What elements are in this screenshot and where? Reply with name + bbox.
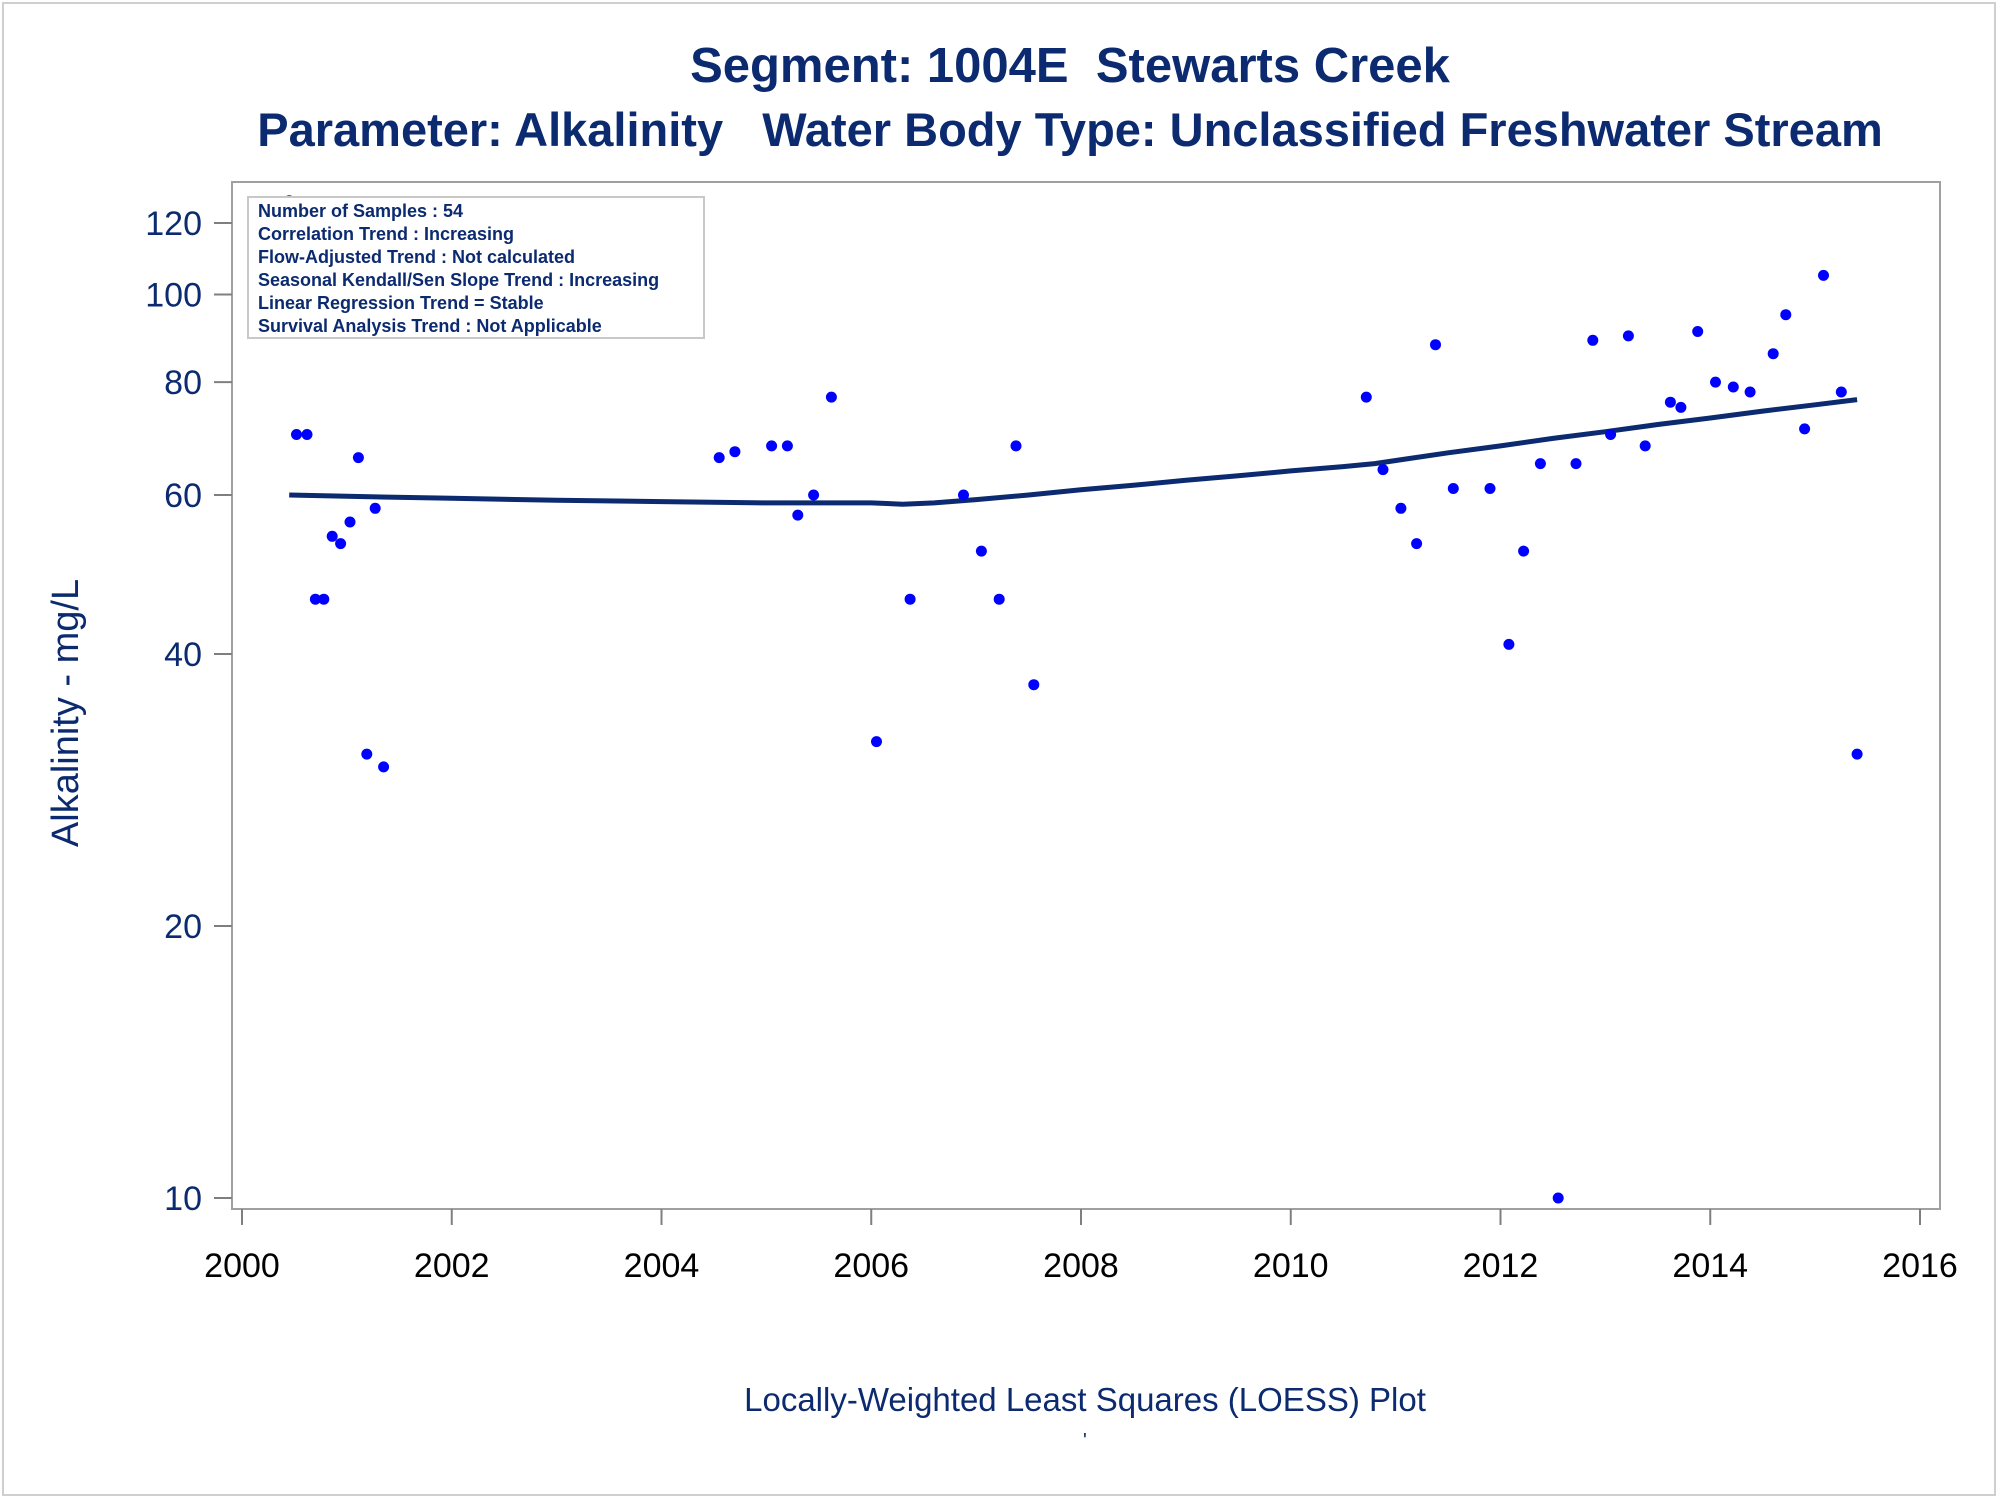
- data-point-39: [1605, 429, 1617, 440]
- stats-line-4: Linear Regression Trend = Stable: [258, 293, 544, 313]
- data-point-12: [713, 452, 725, 464]
- data-point-28: [1395, 502, 1407, 514]
- y-tick-label-120: 120: [145, 205, 202, 243]
- data-point-8: [352, 452, 364, 464]
- stats-box-border: [247, 196, 705, 339]
- data-point-21: [958, 489, 969, 501]
- plot-area-border: [231, 181, 1941, 1210]
- data-point-9: [361, 748, 373, 760]
- data-point-25: [1028, 679, 1040, 691]
- data-point-33: [1503, 638, 1515, 650]
- data-point-2: [301, 429, 313, 440]
- data-point-4: [318, 593, 330, 605]
- data-point-5: [326, 530, 338, 542]
- data-point-47: [1744, 386, 1756, 398]
- stats-line-5: Survival Analysis Trend : Not Applicable: [258, 316, 602, 336]
- data-point-24: [1010, 440, 1022, 452]
- x-tick-label-2012: 2012: [1463, 1247, 1539, 1285]
- data-point-13: [729, 446, 741, 458]
- y-axis: 10 20 40 60 80 100 120: [145, 205, 232, 1218]
- footnote-mark: ': [1083, 1430, 1087, 1452]
- data-point-30: [1430, 339, 1441, 351]
- y-tick-label-100: 100: [145, 277, 202, 315]
- data-point-17: [808, 489, 820, 501]
- data-point-46: [1727, 381, 1739, 393]
- data-point-6: [335, 538, 347, 550]
- data-point-45: [1710, 376, 1721, 388]
- chart-footnote: Locally-Weighted Least Squares (LOESS) P…: [744, 1381, 1426, 1418]
- x-tick-label-2002: 2002: [414, 1247, 490, 1285]
- data-point-10: [369, 502, 381, 514]
- stats-line-1: Correlation Trend : Increasing: [258, 224, 514, 244]
- data-point-51: [1818, 269, 1829, 281]
- loess-line-group: [289, 397, 1858, 507]
- data-point-20: [904, 593, 916, 605]
- chart-title: Segment: 1004E Stewarts Creek: [690, 39, 1450, 93]
- data-point-38: [1587, 334, 1599, 346]
- y-tick-label-10: 10: [164, 1180, 202, 1218]
- data-point-53: [1851, 748, 1863, 760]
- stats-line-0: Number of Samples : 54: [258, 201, 463, 221]
- loess-line: [289, 397, 1858, 507]
- data-point-42: [1664, 396, 1676, 408]
- y-tick-label-20: 20: [164, 908, 202, 946]
- data-points-group: [283, 195, 1863, 1204]
- stats-line-2: Flow-Adjusted Trend : Not calculated: [258, 247, 575, 267]
- data-point-49: [1780, 309, 1792, 321]
- y-tick-label-60: 60: [164, 477, 202, 515]
- data-point-43: [1675, 401, 1687, 413]
- data-point-18: [825, 391, 837, 403]
- data-point-14: [766, 440, 778, 452]
- data-point-23: [993, 593, 1005, 605]
- x-tick-label-2004: 2004: [624, 1247, 700, 1285]
- data-point-3: [309, 593, 321, 605]
- x-tick-label-2014: 2014: [1672, 1247, 1748, 1285]
- stats-line-3: Seasonal Kendall/Sen Slope Trend : Incre…: [258, 270, 659, 290]
- data-point-41: [1639, 440, 1651, 452]
- data-point-40: [1622, 330, 1634, 342]
- data-point-50: [1799, 423, 1811, 435]
- x-tick-label-2010: 2010: [1253, 1247, 1329, 1285]
- y-tick-label-40: 40: [164, 636, 202, 674]
- data-point-7: [344, 516, 356, 528]
- data-point-34: [1518, 545, 1530, 557]
- x-tick-label-2008: 2008: [1043, 1247, 1119, 1285]
- x-tick-label-2006: 2006: [833, 1247, 909, 1285]
- data-point-15: [781, 440, 793, 452]
- data-point-26: [1360, 391, 1372, 403]
- data-point-16: [792, 509, 804, 521]
- data-point-27: [1377, 464, 1389, 476]
- data-point-32: [1484, 483, 1496, 494]
- x-tick-label-2000: 2000: [204, 1247, 280, 1285]
- data-point-44: [1692, 326, 1704, 337]
- x-axis: 2000 2002 2004 2006 2008 2010 2012 2014 2016: [204, 1209, 1958, 1285]
- data-point-11: [378, 761, 390, 773]
- data-point-22: [975, 545, 987, 557]
- data-point-52: [1835, 386, 1847, 398]
- data-point-1: [291, 429, 302, 440]
- x-tick-label-2016: 2016: [1882, 1247, 1958, 1285]
- data-point-36: [1552, 1192, 1564, 1204]
- data-point-31: [1447, 483, 1459, 494]
- data-point-35: [1534, 458, 1546, 470]
- y-axis-label: Alkalinity - mg/L: [45, 579, 87, 847]
- y-tick-label-80: 80: [164, 364, 202, 402]
- stats-box: Number of Samples : 54 Correlation Trend …: [247, 196, 705, 339]
- chart-subtitle: Parameter: Alkalinity Water Body Type: U…: [257, 103, 1883, 156]
- data-point-37: [1570, 458, 1582, 470]
- data-point-19: [871, 736, 882, 748]
- data-point-48: [1767, 348, 1779, 360]
- data-point-29: [1411, 538, 1423, 550]
